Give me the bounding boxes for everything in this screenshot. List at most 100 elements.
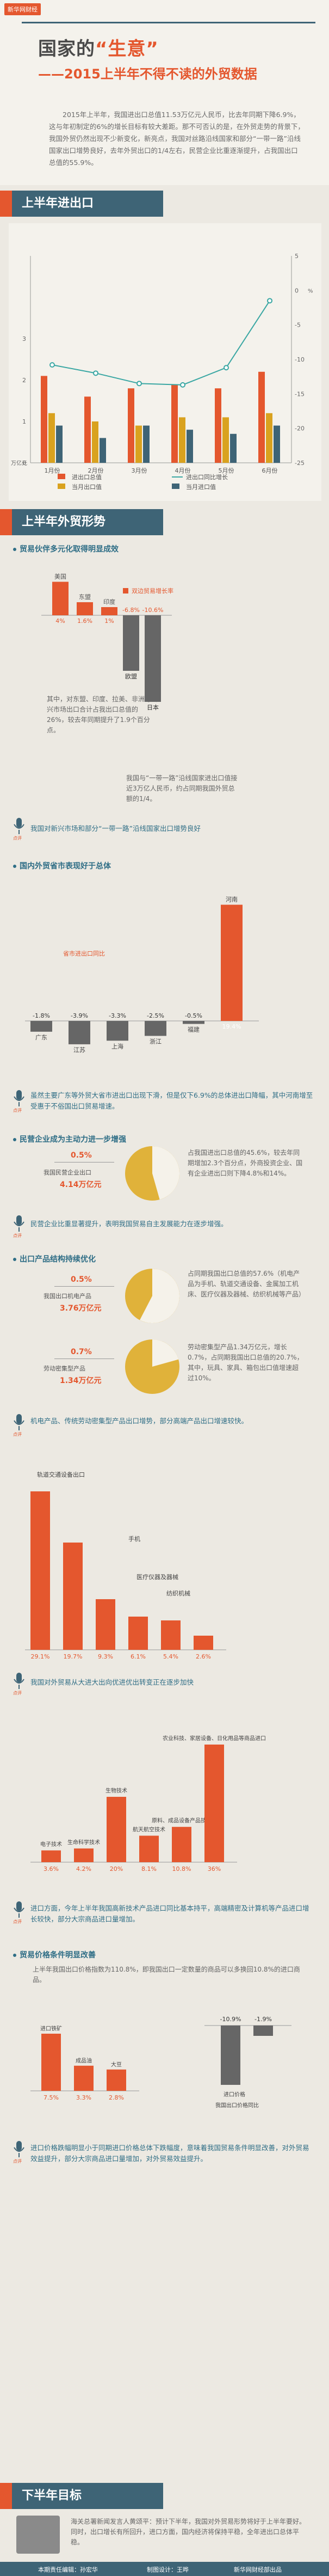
- structure-label2: 3.76万亿元: [60, 1304, 102, 1313]
- y2-tick-label: -5: [295, 322, 301, 329]
- footer-design: 制图设计：王晔: [147, 2566, 189, 2573]
- private-subtitle: 民营企业成为主动力进一步增强: [13, 1134, 126, 1145]
- bar-export: [135, 425, 142, 463]
- bar-total: [258, 371, 265, 463]
- structure-label4: 1.34万亿元: [60, 1376, 102, 1385]
- province-value: -3.9%: [71, 1012, 88, 1019]
- growth-point: [136, 381, 142, 387]
- price-comment: 进口价格跌幅明显小于同期进口价格总体下跌幅度，意味着我国贸易条件明显改善，对外贸…: [30, 2144, 309, 2163]
- svg-text:点评: 点评: [13, 1233, 22, 1238]
- partner-value: 1%: [104, 617, 114, 625]
- mech-name: 医疗仪器及器械: [136, 1573, 178, 1581]
- hightech-bar: [139, 1835, 159, 1862]
- mech-value: 6.1%: [131, 1653, 146, 1660]
- footer-producer: 新华网财经部出品: [234, 2566, 282, 2573]
- growth-point: [93, 370, 98, 376]
- pie-mech: [125, 1269, 179, 1323]
- hightech-name: 生命科学技术: [67, 1839, 100, 1846]
- legend-label: 双边贸易增长率: [132, 587, 173, 595]
- divider: [54, 1286, 114, 1287]
- province-name: 福建: [188, 1026, 200, 1033]
- province-bar: [145, 1021, 166, 1036]
- province-name: 广东: [35, 1034, 47, 1041]
- province-value: -0.5%: [185, 1012, 202, 1019]
- hightech-name: 生物技术: [105, 1787, 127, 1794]
- microphone-icon: 点评: [12, 1089, 26, 1113]
- private-text: 占我国进出口总值的45.6%，较去年同期增加2.3个百分点，外商投资企业、国有企…: [188, 1149, 303, 1177]
- y-unit-label: 万亿元: [11, 460, 27, 467]
- mech-bar: [161, 1620, 181, 1650]
- microphone-icon: 点评: [12, 1672, 26, 1696]
- price-value: 7.5%: [44, 2094, 59, 2101]
- y2-tick-label: -25: [295, 460, 305, 467]
- mech-value: 5.4%: [163, 1653, 178, 1660]
- bar-import: [274, 425, 280, 463]
- pie-slice: [140, 1269, 179, 1323]
- legend-swatch: [58, 484, 65, 489]
- section-title-s1: 上半年进出口: [0, 191, 163, 217]
- svg-text:点评: 点评: [13, 1432, 22, 1437]
- growth-point: [267, 298, 272, 304]
- structure-label1: 我国出口机电产品: [44, 1293, 91, 1300]
- microphone-icon: 点评: [12, 817, 26, 841]
- x-tick-label: 5月份: [219, 467, 234, 474]
- province-bar: [221, 904, 243, 1021]
- hightech-value: 3.6%: [44, 1865, 59, 1873]
- private-comment: 民营企业比重显著提升，表明我国贸易自主发展能力在逐步增强。: [30, 1220, 228, 1228]
- chart-partners: 美国 4% 东盟 1.6% 印度 1% 欧盟 -6.8% 日本 -10.6% 双边贸易增长率: [41, 573, 173, 711]
- x-tick-label: 6月份: [262, 467, 278, 474]
- price-bar: [221, 2026, 240, 2085]
- hightech-bar: [74, 1848, 94, 1862]
- price-name: 进口铁矿: [40, 2025, 62, 2032]
- hightech-value: 36%: [208, 1865, 221, 1873]
- partner-subtitle: 贸易伙伴多元化取得明显成效: [13, 543, 119, 554]
- province-bar: [69, 1021, 90, 1044]
- growth-point: [180, 382, 185, 388]
- hightech-value: 4.2%: [76, 1865, 91, 1873]
- header-rule: [22, 22, 315, 23]
- bar-total: [84, 396, 91, 463]
- price-bar: [41, 2034, 61, 2091]
- y-tick-label: 2: [22, 377, 26, 384]
- mech-value: 2.6%: [196, 1653, 211, 1660]
- hightech-bar: [107, 1797, 126, 1862]
- province-subtitle: 国内外贸省市表现好于总体: [13, 860, 111, 871]
- price-value: -10.9%: [220, 2016, 241, 2023]
- legend-label: 当月出口值: [72, 483, 102, 491]
- hightech-name: 航天航空技术: [133, 1826, 165, 1833]
- partner-name: 印度: [103, 598, 115, 605]
- section-title-s2: 上半年外贸形势: [0, 509, 163, 535]
- hightech-bar: [172, 1827, 191, 1862]
- y2-unit-label: %: [308, 288, 313, 294]
- growth-line: [52, 300, 270, 386]
- partner-value: 4%: [55, 617, 65, 625]
- hightech-name: 农业科技、家居设备、日化用品等商品进口: [163, 1735, 266, 1742]
- partner-bar: [52, 582, 69, 615]
- price-name: 进口价格: [224, 2091, 245, 2098]
- province-comment: 虽然主要广东等外贸大省市进出口出现下滑，但是仅下6.9%的总体进出口降幅，其中河…: [30, 1091, 313, 1110]
- section-title-s3: 下半年目标: [0, 2483, 163, 2509]
- structure-text: 占同期我国出口总值的57.6%（机电产品为手机、轨道交通设备、金属加工机床、医疗…: [188, 1270, 306, 1298]
- mech-value: 19.7%: [64, 1653, 83, 1660]
- province-value: -3.3%: [109, 1012, 126, 1019]
- private-label1: 我国民营企业出口: [44, 1169, 91, 1176]
- y-tick-label: 1: [22, 418, 26, 425]
- hightech-comment: 进口方面，今年上半年我国高新技术产品进口同比基本持平，高端精密及计算机等产品进口…: [30, 1904, 309, 1923]
- price-bar: [253, 2026, 273, 2036]
- province-bar: [30, 1021, 52, 1032]
- mech-name: 轨道交通设备出口: [37, 1471, 85, 1478]
- y2-tick-label: 0: [295, 287, 299, 294]
- hightech-value: 8.1%: [141, 1865, 157, 1873]
- hightech-name: 电子技术: [40, 1840, 62, 1847]
- legend-swatch: [123, 588, 128, 593]
- partner-comment: 我国对新兴市场和部分“一带一路”沿线国家出口增势良好: [30, 824, 201, 833]
- mech-value: 29.1%: [31, 1653, 50, 1660]
- price-bar: [74, 2065, 94, 2091]
- bar-export: [48, 413, 55, 463]
- price-bar: [107, 2069, 126, 2091]
- bar-import: [143, 425, 150, 463]
- page-title: 国家的“生意”: [38, 38, 159, 60]
- pie-private: [125, 1146, 179, 1201]
- chart-provinces: 广东 -1.8% 江苏 -3.9% 上海 -3.3% 浙江 -2.5% 福建 -0.5% 河南 19.…: [25, 896, 259, 1054]
- hightech-bar: [41, 1850, 61, 1862]
